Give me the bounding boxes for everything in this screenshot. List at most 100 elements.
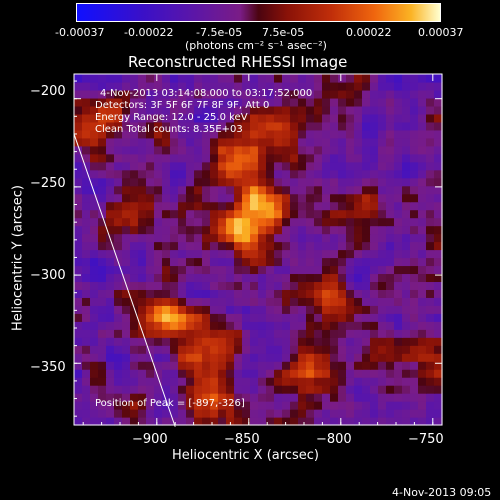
- heatmap-cell: [322, 249, 331, 259]
- heatmap-cell: [202, 209, 211, 219]
- heatmap-cell: [170, 74, 179, 83]
- heatmap-cell: [426, 89, 435, 99]
- heatmap-cell: [234, 297, 243, 306]
- heatmap-cell: [338, 289, 347, 298]
- heatmap-cell: [114, 361, 123, 370]
- heatmap-cell: [338, 113, 347, 123]
- heatmap-cell: [330, 217, 339, 227]
- heatmap-cell: [250, 265, 259, 275]
- heatmap-cell: [146, 369, 155, 378]
- heatmap-cell: [378, 209, 387, 219]
- heatmap-cell: [426, 153, 435, 163]
- heatmap-cell: [74, 97, 83, 107]
- heatmap-cell: [362, 169, 371, 179]
- heatmap-cell: [242, 97, 251, 107]
- heatmap-cell: [234, 241, 243, 251]
- heatmap-cell: [306, 209, 315, 219]
- heatmap-cell: [418, 401, 427, 410]
- heatmap-cell: [378, 161, 387, 171]
- heatmap-cell: [242, 177, 251, 187]
- heatmap-cell: [194, 393, 203, 402]
- heatmap-cell: [282, 241, 291, 251]
- heatmap-cell: [226, 257, 235, 267]
- heatmap-cell: [186, 273, 195, 283]
- heatmap-cell: [146, 329, 155, 338]
- heatmap-cell: [346, 193, 355, 203]
- heatmap-cell: [338, 137, 347, 147]
- heatmap-cell: [202, 409, 211, 418]
- heatmap-cell: [242, 153, 251, 163]
- heatmap-cell: [114, 305, 123, 314]
- heatmap-cell: [82, 281, 91, 290]
- heatmap-cell: [306, 129, 315, 139]
- heatmap-cell: [314, 329, 323, 338]
- heatmap-cell: [282, 169, 291, 179]
- heatmap-cell: [394, 393, 403, 402]
- heatmap-cell: [418, 97, 427, 107]
- heatmap-cell: [266, 105, 275, 115]
- heatmap-cell: [146, 249, 155, 259]
- heatmap-cell: [82, 337, 91, 346]
- heatmap-cell: [330, 377, 339, 386]
- heatmap-cell: [322, 305, 331, 314]
- heatmap-cell: [386, 153, 395, 163]
- heatmap-cell: [194, 209, 203, 219]
- heatmap-cell: [162, 153, 171, 163]
- heatmap-cell: [106, 81, 115, 91]
- heatmap-cell: [250, 273, 259, 283]
- heatmap-cell: [306, 297, 315, 306]
- heatmap-cell: [98, 233, 107, 243]
- heatmap-cell: [322, 169, 331, 179]
- heatmap-cell: [298, 169, 307, 179]
- heatmap-cell: [210, 321, 219, 330]
- heatmap-cell: [146, 201, 155, 211]
- heatmap-cell: [138, 353, 147, 362]
- heatmap-cell: [242, 225, 251, 235]
- heatmap-cell: [250, 329, 259, 338]
- heatmap-cell: [162, 105, 171, 115]
- heatmap-cell: [106, 385, 115, 394]
- heatmap-cell: [314, 281, 323, 290]
- heatmap-cell: [346, 137, 355, 147]
- heatmap-cell: [394, 193, 403, 203]
- heatmap-cell: [266, 153, 275, 163]
- heatmap-cell: [290, 177, 299, 187]
- heatmap-cell: [378, 305, 387, 314]
- heatmap-cell: [386, 409, 395, 418]
- heatmap-cell: [426, 377, 435, 386]
- heatmap-cell: [82, 329, 91, 338]
- heatmap-cell: [98, 121, 107, 131]
- heatmap-cell: [114, 409, 123, 418]
- heatmap-cell: [186, 369, 195, 378]
- heatmap-cell: [250, 161, 259, 171]
- heatmap-cell: [386, 185, 395, 195]
- heatmap-cell: [98, 161, 107, 171]
- heatmap-cell: [418, 361, 427, 370]
- heatmap-cell: [266, 209, 275, 219]
- heatmap-cell: [306, 241, 315, 251]
- heatmap-cell: [242, 409, 251, 418]
- heatmap-cell: [90, 401, 99, 410]
- heatmap-cell: [330, 401, 339, 410]
- heatmap-cell: [282, 313, 291, 322]
- heatmap-cell: [298, 369, 307, 378]
- heatmap-cell: [82, 417, 91, 426]
- heatmap-cell: [218, 137, 227, 147]
- heatmap-cell: [106, 401, 115, 410]
- heatmap-cell: [266, 89, 275, 99]
- heatmap-cell: [258, 297, 267, 306]
- colorbar-tick: -0.00022: [124, 26, 174, 39]
- heatmap-cell: [138, 193, 147, 203]
- heatmap-cell: [82, 289, 91, 298]
- heatmap-cell: [194, 417, 203, 426]
- heatmap-cell: [186, 401, 195, 410]
- heatmap-cell: [114, 97, 123, 107]
- heatmap-cell: [234, 329, 243, 338]
- heatmap-cell: [306, 369, 315, 378]
- heatmap-cell: [74, 337, 83, 346]
- heatmap-cell: [90, 225, 99, 235]
- heatmap-cell: [82, 129, 91, 139]
- heatmap-cell: [354, 74, 363, 83]
- heatmap-cell: [218, 145, 227, 155]
- heatmap-cell: [106, 393, 115, 402]
